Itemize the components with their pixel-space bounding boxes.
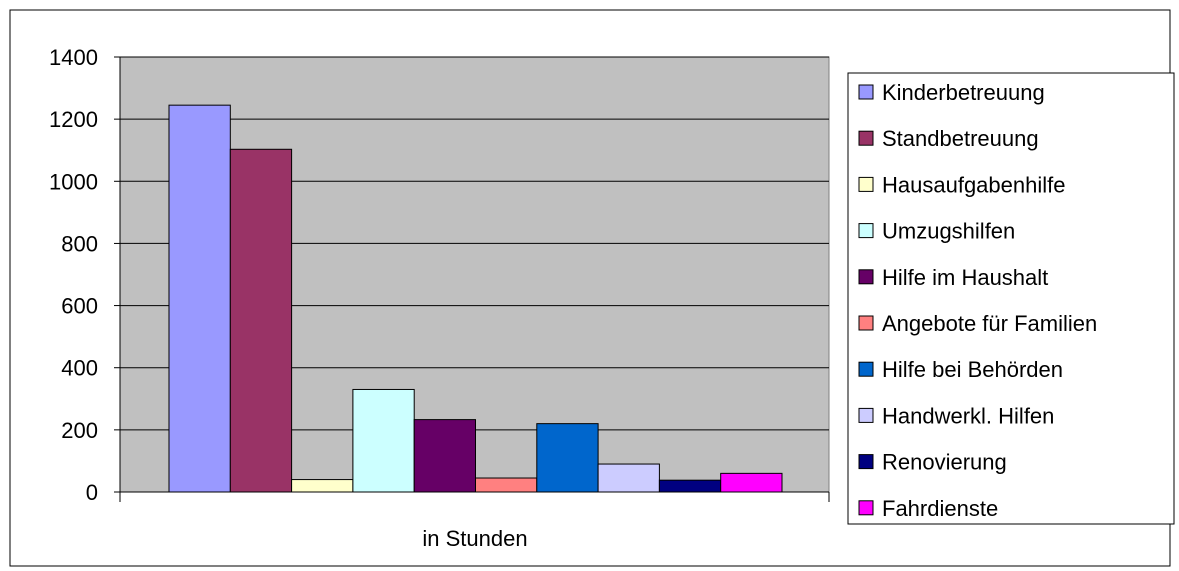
legend-entries: Kinderbetreuung Standbetreuung Hausaufgabe… xyxy=(858,80,1097,521)
y-tick-label: 1000 xyxy=(49,169,98,194)
legend-swatch xyxy=(858,407,874,423)
legend-label: Standbetreuung xyxy=(882,126,1039,151)
bar-6 xyxy=(475,477,538,493)
y-tick-label: 400 xyxy=(61,356,98,381)
bar-8 xyxy=(597,463,660,493)
legend-label: Hilfe im Haushalt xyxy=(882,265,1048,290)
legend-label: Angebote für Familien xyxy=(882,311,1097,336)
legend-swatch xyxy=(858,361,874,377)
bar-3 xyxy=(291,479,354,493)
legend-label: Umzugshilfen xyxy=(882,219,1015,244)
bar-9 xyxy=(658,479,722,493)
legend-swatch xyxy=(858,223,874,239)
y-tick-label: 1400 xyxy=(49,45,98,70)
bar-10 xyxy=(720,472,783,493)
legend-box xyxy=(847,72,1175,525)
bars xyxy=(168,104,783,493)
y-tick-label: 600 xyxy=(61,294,98,319)
legend-label: Handwerkl. Hilfen xyxy=(882,403,1054,428)
legend: Kinderbetreuung Standbetreuung Hausaufgabe… xyxy=(847,72,1175,525)
legend-swatch xyxy=(858,269,874,285)
legend-label: Kinderbetreuung xyxy=(882,80,1045,105)
y-tick-label: 1200 xyxy=(49,107,98,132)
legend-label: Hilfe bei Behörden xyxy=(882,357,1063,382)
bar-2 xyxy=(229,148,293,493)
y-tick-label: 800 xyxy=(61,231,98,256)
legend-swatch xyxy=(858,130,874,146)
legend-label: Fahrdienste xyxy=(882,496,998,521)
legend-swatch xyxy=(858,84,874,100)
x-category-label: in Stunden xyxy=(422,526,527,551)
legend-label: Renovierung xyxy=(882,450,1007,475)
bar-1 xyxy=(168,104,231,493)
legend-swatch xyxy=(858,315,874,331)
legend-label: Hausaufgabenhilfe xyxy=(882,172,1065,197)
bar-7 xyxy=(536,423,599,493)
bar-4 xyxy=(352,388,415,493)
bar-5 xyxy=(413,419,477,493)
y-tick-label: 0 xyxy=(86,480,98,505)
axes xyxy=(115,57,830,502)
legend-swatch xyxy=(858,176,874,192)
y-tick-label: 200 xyxy=(61,418,98,443)
legend-swatch xyxy=(858,454,874,470)
y-axis-ticks: 0 200 400 600 800 1000 1200 1400 xyxy=(49,45,120,505)
legend-swatch xyxy=(858,500,874,516)
